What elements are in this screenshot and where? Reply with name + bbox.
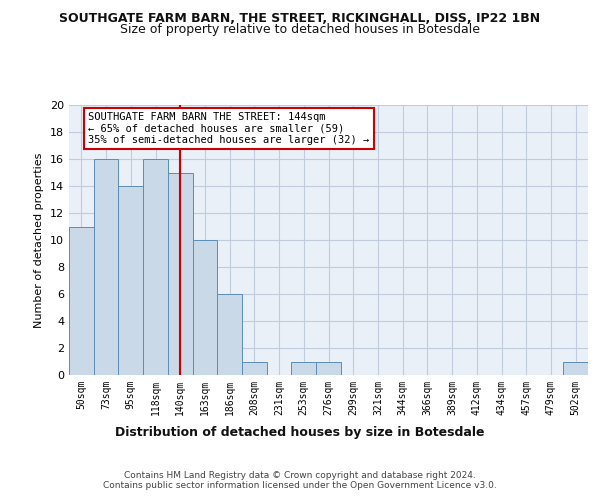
Bar [292,362,316,375]
Text: Distribution of detached houses by size in Botesdale: Distribution of detached houses by size … [115,426,485,439]
Text: SOUTHGATE FARM BARN THE STREET: 144sqm
← 65% of detached houses are smaller (59): SOUTHGATE FARM BARN THE STREET: 144sqm ←… [88,112,370,145]
Text: SOUTHGATE FARM BARN, THE STREET, RICKINGHALL, DISS, IP22 1BN: SOUTHGATE FARM BARN, THE STREET, RICKING… [59,12,541,26]
Text: Contains HM Land Registry data © Crown copyright and database right 2024.
Contai: Contains HM Land Registry data © Crown c… [103,470,497,490]
Text: Size of property relative to detached houses in Botesdale: Size of property relative to detached ho… [120,22,480,36]
Bar [118,186,143,375]
Bar [143,159,168,375]
Bar [193,240,217,375]
Bar [94,159,118,375]
Bar [69,226,94,375]
Bar [242,362,267,375]
Bar [217,294,242,375]
Y-axis label: Number of detached properties: Number of detached properties [34,152,44,328]
Bar [168,172,193,375]
Bar [563,362,588,375]
Bar [316,362,341,375]
